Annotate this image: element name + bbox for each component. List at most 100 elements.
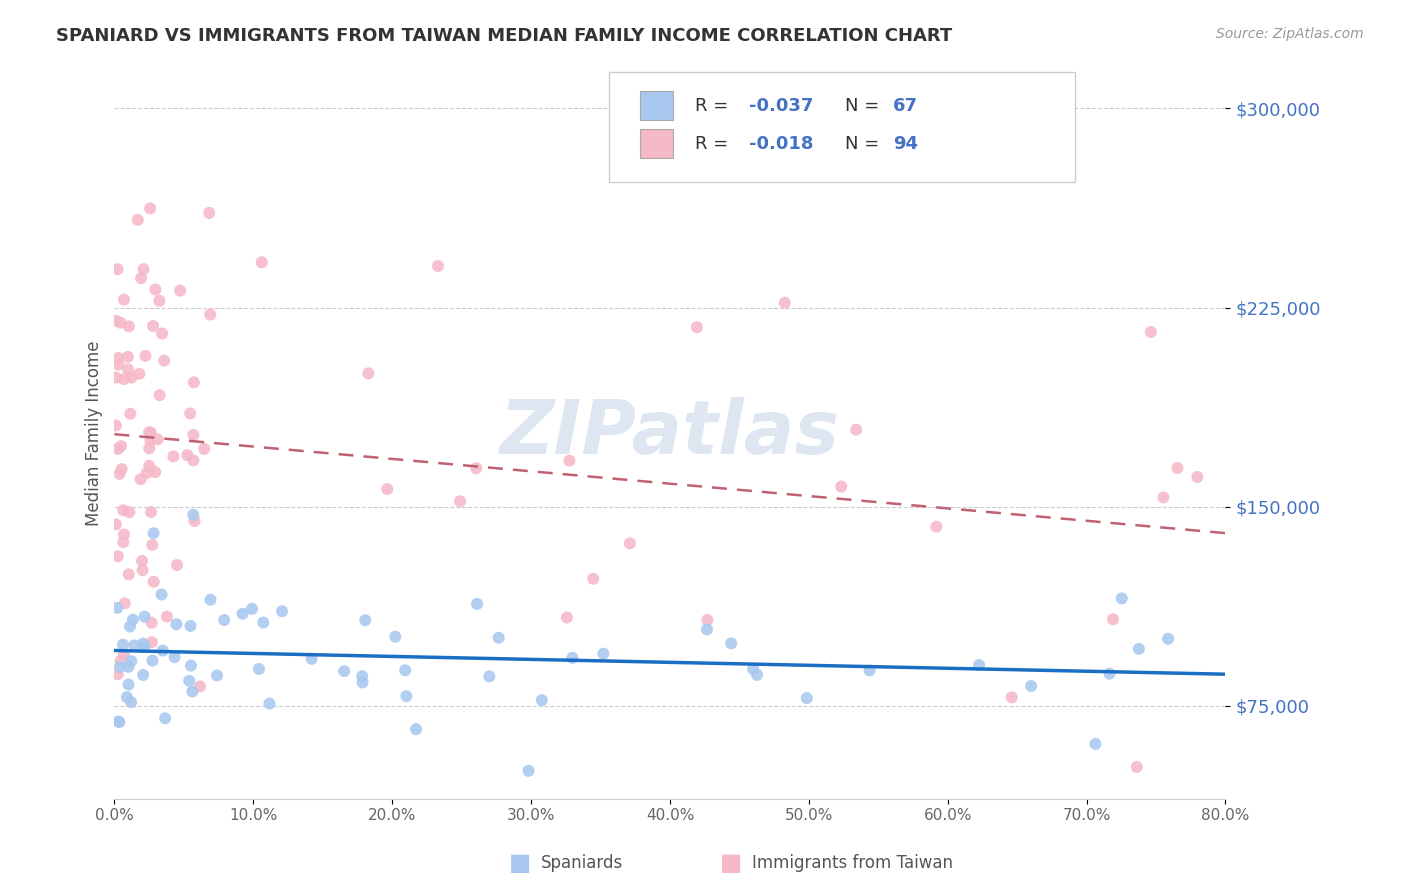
Point bbox=[858, 664, 880, 678]
Point bbox=[138, 442, 160, 456]
Point bbox=[696, 613, 718, 627]
Point bbox=[107, 442, 129, 456]
Text: Immigrants from Taiwan: Immigrants from Taiwan bbox=[752, 855, 953, 872]
Point bbox=[232, 607, 254, 621]
Point bbox=[143, 283, 166, 297]
Point bbox=[163, 650, 186, 665]
Point bbox=[1126, 760, 1149, 774]
Point bbox=[112, 648, 135, 662]
Point bbox=[166, 558, 188, 572]
Point bbox=[465, 461, 488, 475]
Point bbox=[141, 635, 163, 649]
Point bbox=[150, 326, 173, 341]
Point bbox=[112, 372, 135, 386]
Point bbox=[120, 695, 142, 709]
Point bbox=[1019, 679, 1042, 693]
Point bbox=[200, 592, 222, 607]
Point bbox=[247, 662, 270, 676]
Point bbox=[117, 362, 139, 376]
Point bbox=[110, 462, 132, 476]
Point bbox=[183, 428, 205, 442]
Point bbox=[582, 572, 605, 586]
Point bbox=[198, 206, 221, 220]
Point bbox=[301, 652, 323, 666]
Point bbox=[112, 293, 135, 307]
Text: N =: N = bbox=[845, 135, 886, 153]
Point bbox=[141, 654, 163, 668]
Point bbox=[117, 350, 139, 364]
Point bbox=[138, 458, 160, 473]
Point bbox=[131, 554, 153, 568]
Point bbox=[696, 623, 718, 637]
Point bbox=[107, 714, 129, 729]
Point bbox=[107, 358, 129, 372]
Point bbox=[183, 453, 205, 467]
Point bbox=[1001, 690, 1024, 705]
Point bbox=[110, 654, 132, 668]
Point bbox=[169, 284, 191, 298]
Point bbox=[465, 597, 488, 611]
Point bbox=[193, 442, 215, 456]
Point bbox=[394, 663, 416, 677]
Point bbox=[117, 660, 139, 674]
Point bbox=[517, 764, 540, 778]
Point bbox=[139, 505, 162, 519]
Point bbox=[1128, 641, 1150, 656]
Point bbox=[183, 514, 205, 528]
Point bbox=[104, 313, 127, 327]
Point bbox=[181, 684, 204, 698]
Point bbox=[558, 454, 581, 468]
Point bbox=[107, 549, 129, 564]
Point bbox=[333, 664, 356, 678]
Point bbox=[181, 508, 204, 522]
Point bbox=[112, 535, 135, 549]
Point bbox=[395, 689, 418, 703]
Point bbox=[1187, 470, 1209, 484]
Point bbox=[108, 715, 131, 730]
Point bbox=[127, 213, 149, 227]
Point bbox=[142, 574, 165, 589]
Point bbox=[592, 647, 614, 661]
Point bbox=[1166, 461, 1188, 475]
Point bbox=[720, 636, 742, 650]
Text: Source: ZipAtlas.com: Source: ZipAtlas.com bbox=[1216, 27, 1364, 41]
Point bbox=[488, 631, 510, 645]
Text: R =: R = bbox=[696, 96, 734, 115]
FancyBboxPatch shape bbox=[640, 91, 673, 120]
Point bbox=[118, 505, 141, 519]
Point bbox=[405, 722, 427, 736]
Point bbox=[619, 536, 641, 550]
Point bbox=[142, 526, 165, 541]
Point bbox=[110, 439, 132, 453]
Point bbox=[128, 367, 150, 381]
Point bbox=[117, 677, 139, 691]
Point bbox=[139, 425, 162, 440]
Point bbox=[156, 609, 179, 624]
Point bbox=[530, 693, 553, 707]
Point bbox=[131, 563, 153, 577]
Point bbox=[111, 638, 134, 652]
Point bbox=[153, 353, 176, 368]
Point bbox=[742, 662, 765, 676]
Point bbox=[153, 711, 176, 725]
Point bbox=[141, 538, 163, 552]
Point bbox=[179, 619, 201, 633]
Point bbox=[686, 320, 709, 334]
Point bbox=[830, 479, 852, 493]
Point bbox=[354, 613, 377, 627]
Point bbox=[352, 669, 374, 683]
Text: ZIPatlas: ZIPatlas bbox=[501, 397, 839, 470]
Point bbox=[1140, 325, 1163, 339]
Point bbox=[134, 640, 156, 654]
Point bbox=[1084, 737, 1107, 751]
Point bbox=[146, 433, 169, 447]
Text: 67: 67 bbox=[893, 96, 918, 115]
Point bbox=[118, 567, 141, 582]
Point bbox=[108, 467, 131, 481]
Point bbox=[150, 587, 173, 601]
Point bbox=[112, 527, 135, 541]
Text: Spaniards: Spaniards bbox=[541, 855, 623, 872]
Point bbox=[148, 293, 170, 308]
Point bbox=[188, 680, 211, 694]
Point bbox=[152, 643, 174, 657]
